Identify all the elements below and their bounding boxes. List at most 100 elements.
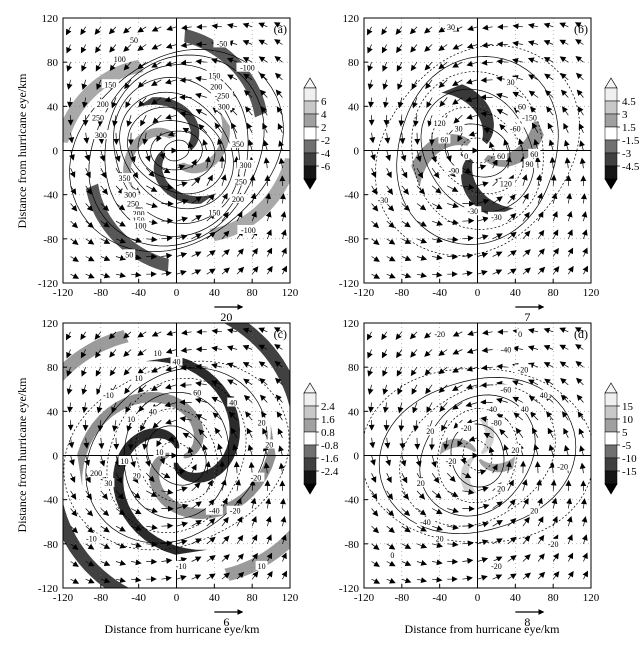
wind-vector	[563, 122, 569, 133]
wind-vector	[537, 516, 544, 527]
wind-vector	[164, 401, 177, 408]
wind-vector	[544, 378, 554, 386]
contour-label: 50	[130, 36, 138, 45]
wind-vector	[401, 220, 411, 228]
colorbar-segment	[303, 152, 317, 167]
wind-vector	[465, 383, 478, 390]
shaded-outer-band	[184, 28, 268, 118]
wind-vector	[109, 44, 117, 53]
wind-vector	[70, 185, 77, 195]
contour-label-bg	[127, 35, 140, 45]
contour-label-bg	[170, 356, 183, 366]
wind-vector	[221, 249, 230, 257]
wind-vector	[176, 486, 188, 493]
wind-vector	[543, 22, 554, 29]
contour-label-bg	[416, 516, 434, 526]
wind-vector	[66, 44, 72, 54]
wind-vector	[386, 473, 392, 484]
contour-label: -40	[209, 507, 220, 516]
colorbar-tick-label: -1.5	[622, 135, 640, 147]
wind-vector	[503, 139, 509, 151]
wind-vector	[447, 541, 459, 548]
wind-vector	[575, 72, 584, 81]
wind-vector	[566, 192, 573, 204]
contour-label-bg	[229, 194, 247, 204]
y-tick-label: -120	[339, 278, 360, 290]
wind-vector	[575, 360, 584, 368]
x-tick-label: -120	[53, 287, 74, 299]
wind-vector	[115, 490, 125, 500]
contour-line	[460, 137, 495, 164]
wind-vector	[235, 479, 241, 491]
wind-vector	[206, 174, 213, 186]
wind-vector	[85, 273, 95, 279]
colorbar-bottom-cap	[303, 178, 317, 190]
wind-vector	[527, 40, 539, 47]
contour-label: 200	[133, 209, 145, 218]
wind-vector	[85, 543, 95, 550]
wind-vector	[265, 497, 272, 509]
contour-label-bg	[101, 79, 119, 89]
contour-label-bg	[115, 173, 133, 183]
wind-vector	[85, 525, 94, 533]
wind-vector	[367, 79, 374, 90]
wind-vector	[115, 254, 127, 261]
contour-label: 200	[90, 469, 102, 478]
wind-vector	[165, 113, 177, 120]
contour-label: -80	[491, 418, 502, 427]
wind-vector	[543, 362, 554, 368]
contour-label-bg	[237, 225, 260, 234]
wind-vector	[534, 461, 541, 474]
wind-vector	[70, 273, 80, 279]
wind-vector	[447, 202, 459, 209]
x-tick-label: -120	[354, 592, 375, 604]
x-tick-label: -40	[131, 592, 146, 604]
contour-label-bg	[82, 533, 100, 543]
wind-vector	[563, 139, 570, 151]
wind-vector	[179, 111, 192, 118]
wind-vector	[566, 211, 573, 222]
wind-vector	[113, 132, 120, 145]
wind-vector	[138, 97, 147, 107]
wind-vector	[537, 534, 545, 545]
wind-vector	[522, 211, 530, 222]
x-tick-label: 120	[282, 592, 299, 604]
wind-vector	[431, 150, 437, 163]
wind-vector	[400, 455, 407, 467]
y-tick-label: 40	[47, 101, 59, 113]
wind-vector	[68, 437, 75, 449]
wind-vector	[492, 520, 503, 527]
contour-label: 300	[218, 102, 230, 111]
contour-label-bg	[445, 165, 463, 175]
wind-vector	[266, 247, 273, 257]
contour-label: 60	[530, 150, 538, 159]
wind-vector	[481, 364, 493, 371]
wind-vector	[191, 177, 201, 187]
wind-vector	[151, 366, 162, 373]
wind-vector	[369, 132, 376, 144]
wind-vector	[457, 132, 463, 142]
wind-vector	[211, 23, 222, 30]
wind-vector	[574, 327, 584, 333]
contour-label: 200	[97, 100, 109, 109]
wind-vector	[480, 77, 493, 84]
y-tick-label: -40	[344, 495, 359, 507]
wind-vector	[384, 437, 391, 449]
wind-vector	[166, 25, 177, 32]
wind-vector	[145, 167, 155, 178]
colorbar-tick-label: 1.6	[321, 414, 335, 426]
colorbar-segment	[604, 100, 618, 115]
wind-vector	[401, 577, 412, 584]
wind-vector	[156, 132, 162, 142]
wind-vector	[227, 379, 238, 386]
shaded-spiral-band	[123, 127, 177, 191]
wind-vector	[137, 44, 147, 51]
wind-vector	[161, 557, 173, 564]
wind-vector	[198, 123, 208, 134]
x-tick-label: 0	[174, 592, 180, 604]
wind-vector	[115, 577, 127, 584]
wind-vector	[416, 272, 428, 279]
contour-label: 40	[173, 358, 181, 367]
contour-label: 150	[104, 80, 116, 89]
wind-vector	[251, 571, 259, 580]
